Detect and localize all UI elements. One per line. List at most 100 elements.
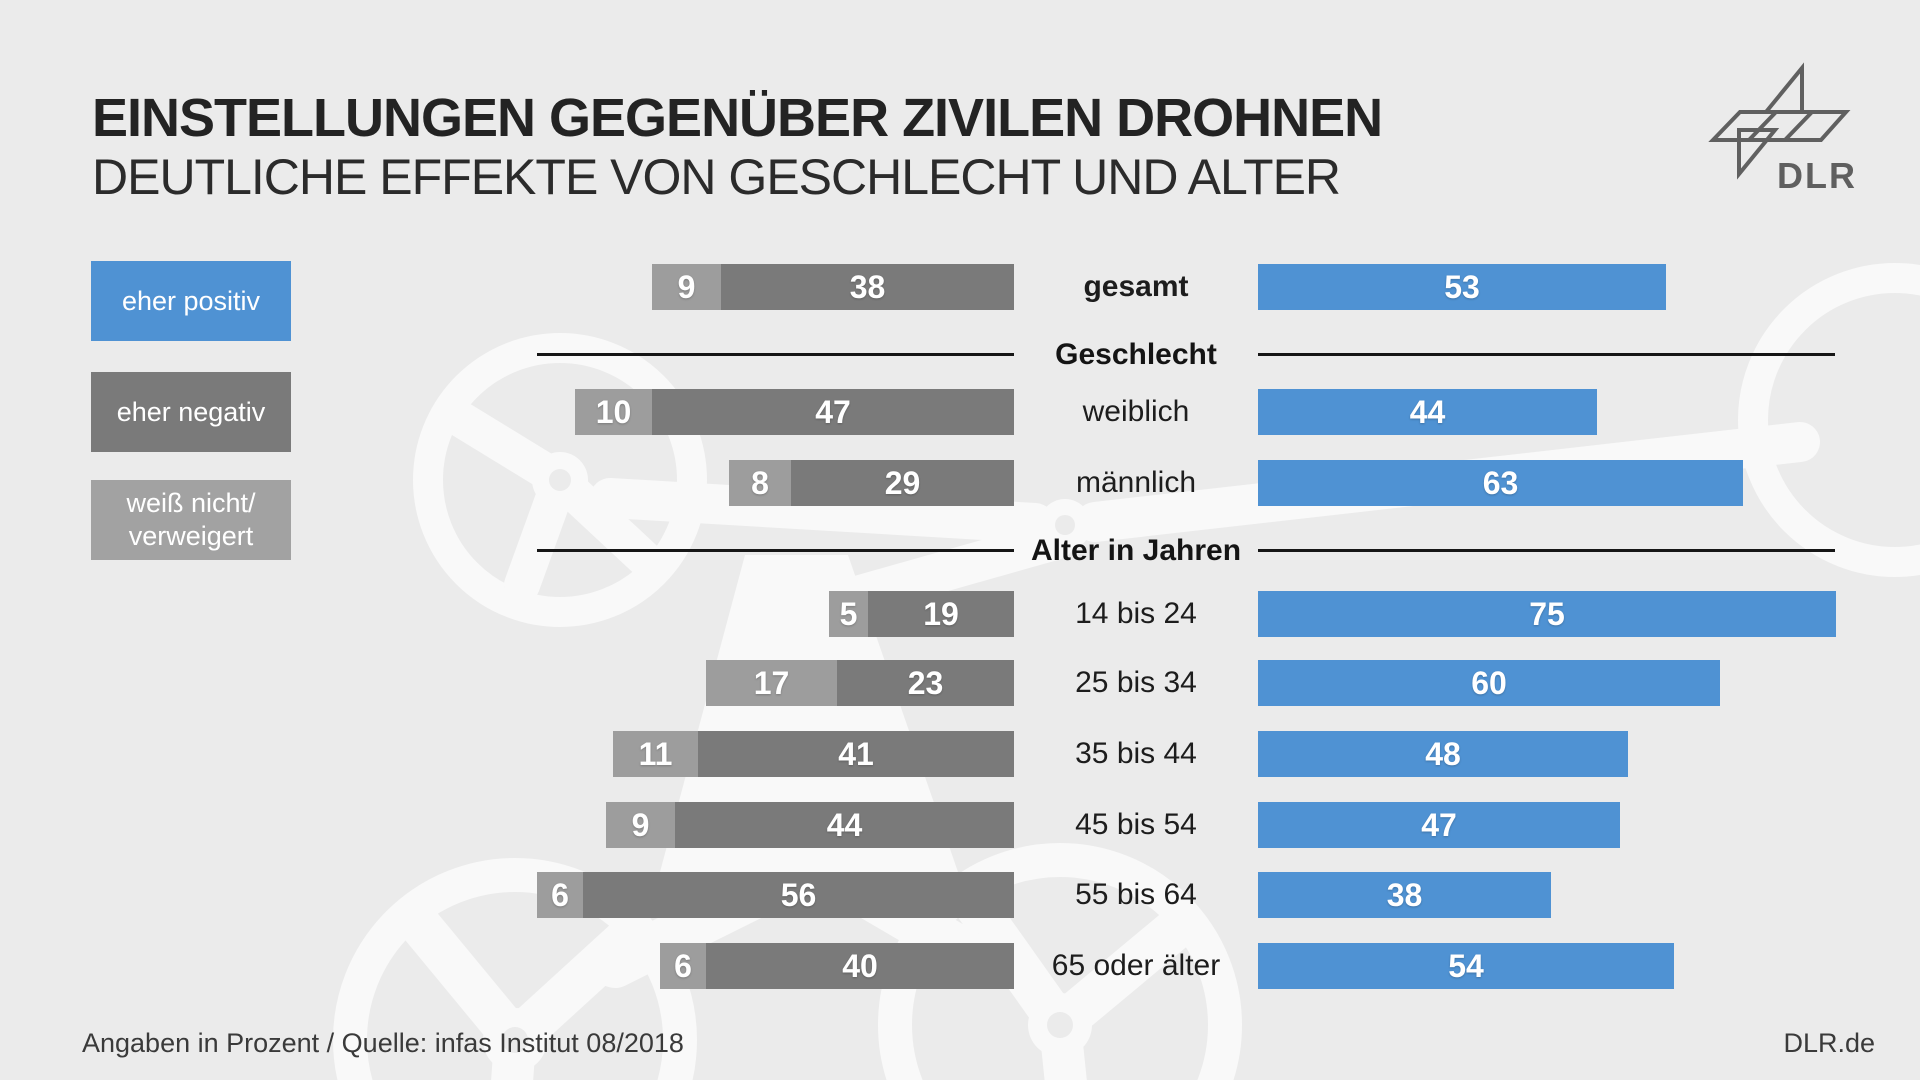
- positive-bar: 48: [1258, 731, 1628, 777]
- unknown-segment: 6: [660, 943, 706, 989]
- chart-row-14-bis-24: 5 19 14 bis 24 75: [0, 591, 1920, 637]
- chart-row-55-bis-64: 6 56 55 bis 64 38: [0, 872, 1920, 918]
- unknown-value: 6: [674, 947, 692, 984]
- chart-row-25-bis-34: 17 23 25 bis 34 60: [0, 660, 1920, 706]
- chart-row-männlich: 8 29 männlich 63: [0, 460, 1920, 506]
- negative-segment: 38: [721, 264, 1014, 310]
- section-divider-line: [1258, 549, 1835, 552]
- negative-segment: 44: [675, 802, 1014, 848]
- legend-label-unknown-line2: verweigert: [128, 521, 254, 551]
- unknown-segment: 8: [729, 460, 791, 506]
- positive-value: 38: [1386, 876, 1423, 913]
- unknown-value: 17: [753, 664, 790, 701]
- legend-item-negativ: eher negativ: [91, 372, 291, 452]
- negative-value: 40: [842, 947, 878, 984]
- section-header: Geschlecht: [1055, 338, 1217, 371]
- positive-bar: 38: [1258, 872, 1551, 918]
- unknown-value: 9: [631, 806, 650, 843]
- dlr-logo: DLR: [1708, 62, 1857, 196]
- unknown-segment: 6: [537, 872, 583, 918]
- page-subtitle: DEUTLICHE EFFEKTE VON GESCHLECHT UND ALT…: [92, 149, 1341, 206]
- category-label: 25 bis 34: [1075, 666, 1197, 699]
- positive-value: 53: [1444, 268, 1480, 305]
- negative-stacked-bar: 17 23: [706, 660, 1014, 706]
- positive-value: 60: [1471, 664, 1507, 701]
- positive-bar: 63: [1258, 460, 1743, 506]
- section-divider-line: [1258, 353, 1835, 356]
- negative-value: 47: [815, 393, 851, 430]
- unknown-value: 6: [551, 876, 569, 913]
- negative-stacked-bar: 6 56: [537, 872, 1014, 918]
- unknown-value: 10: [595, 393, 632, 430]
- positive-bar: 60: [1258, 660, 1720, 706]
- page-title: EINSTELLUNGEN GEGENÜBER ZIVILEN DROHNEN: [92, 88, 1383, 148]
- negative-value: 44: [826, 806, 863, 843]
- header: EINSTELLUNGEN GEGENÜBER ZIVILEN DROHNEN …: [92, 88, 1383, 207]
- negative-value: 41: [838, 735, 874, 772]
- negative-segment: 23: [837, 660, 1014, 706]
- category-label: männlich: [1075, 466, 1197, 499]
- legend-label-positiv: eher positiv: [121, 285, 261, 316]
- unknown-segment: 10: [575, 389, 652, 435]
- unknown-segment: 5: [829, 591, 868, 637]
- legend-label-negativ: eher negativ: [116, 396, 266, 427]
- chart-row-65-oder-älter: 6 40 65 oder älter 54: [0, 943, 1920, 989]
- unknown-segment: 9: [652, 264, 721, 310]
- section-divider-line: [537, 353, 1014, 356]
- negative-stacked-bar: 9 44: [606, 802, 1014, 848]
- negative-segment: 56: [583, 872, 1014, 918]
- negative-stacked-bar: 5 19: [829, 591, 1014, 637]
- negative-stacked-bar: 11 41: [613, 731, 1014, 777]
- unknown-value: 5: [839, 595, 858, 632]
- positive-value: 75: [1529, 595, 1565, 632]
- positive-value: 44: [1409, 393, 1446, 430]
- negative-segment: 47: [652, 389, 1014, 435]
- negative-stacked-bar: 10 47: [575, 389, 1014, 435]
- positive-bar: 54: [1258, 943, 1674, 989]
- negative-segment: 19: [868, 591, 1014, 637]
- legend-label-unknown-line1: weiß nicht/: [126, 488, 256, 519]
- section-header: Alter in Jahren: [1030, 534, 1242, 567]
- category-label: weiblich: [1082, 395, 1190, 428]
- positive-bar: 53: [1258, 264, 1666, 310]
- chart-row-35-bis-44: 11 41 35 bis 44 48: [0, 731, 1920, 777]
- chart-row-gesamt: 9 38 gesamt 53: [0, 264, 1920, 310]
- negative-stacked-bar: 6 40: [660, 943, 1014, 989]
- positive-bar: 47: [1258, 802, 1620, 848]
- negative-value: 23: [907, 664, 944, 701]
- negative-value: 56: [780, 876, 817, 913]
- chart-row-45-bis-54: 9 44 45 bis 54 47: [0, 802, 1920, 848]
- source-note: Angaben in Prozent / Quelle: infas Insti…: [82, 1028, 684, 1058]
- category-label: 65 oder älter: [1051, 949, 1221, 982]
- positive-bar: 75: [1258, 591, 1836, 637]
- unknown-value: 9: [677, 268, 696, 305]
- category-label: 14 bis 24: [1075, 597, 1197, 630]
- section-divider-line: [537, 549, 1014, 552]
- negative-stacked-bar: 8 29: [729, 460, 1014, 506]
- positive-value: 48: [1425, 735, 1461, 772]
- negative-value: 29: [884, 464, 921, 501]
- negative-segment: 40: [706, 943, 1014, 989]
- positive-value: 54: [1448, 947, 1484, 984]
- unknown-value: 11: [638, 735, 673, 772]
- negative-segment: 29: [791, 460, 1014, 506]
- negative-segment: 41: [698, 731, 1014, 777]
- unknown-segment: 11: [613, 731, 698, 777]
- positive-value: 63: [1482, 464, 1519, 501]
- category-label: gesamt: [1083, 270, 1189, 303]
- chart-row-weiblich: 10 47 weiblich 44: [0, 389, 1920, 435]
- negative-stacked-bar: 9 38: [652, 264, 1014, 310]
- unknown-segment: 17: [706, 660, 837, 706]
- dlr-website-label: DLR.de: [1783, 1028, 1875, 1058]
- category-label: 35 bis 44: [1075, 737, 1197, 770]
- category-label: 55 bis 64: [1075, 878, 1197, 911]
- negative-value: 38: [849, 268, 886, 305]
- dlr-logo-text: DLR: [1777, 155, 1857, 196]
- positive-bar: 44: [1258, 389, 1597, 435]
- unknown-segment: 9: [606, 802, 675, 848]
- category-label: 45 bis 54: [1075, 808, 1197, 841]
- legend-item-unknown: weiß nicht/ verweigert: [91, 480, 291, 560]
- legend-item-positiv: eher positiv: [91, 261, 291, 341]
